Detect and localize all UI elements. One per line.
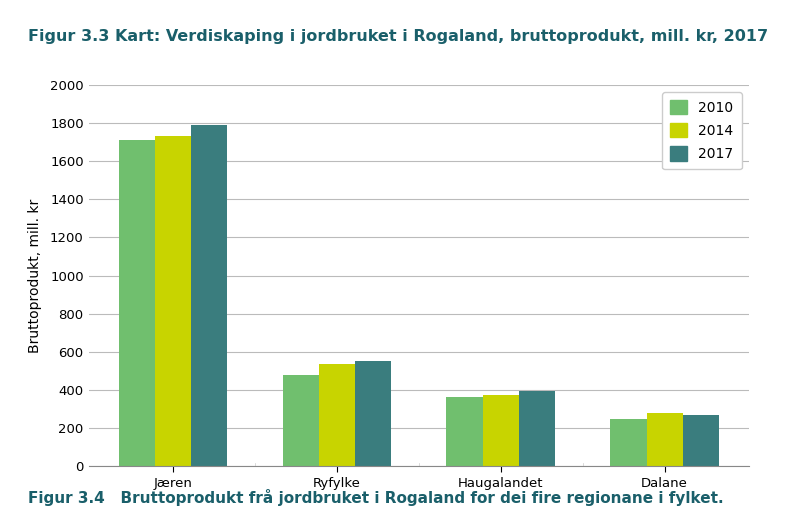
Bar <box>646 413 683 466</box>
Y-axis label: Bruttoprodukt, mill. kr: Bruttoprodukt, mill. kr <box>27 198 42 353</box>
Bar <box>319 364 355 466</box>
Bar <box>191 125 227 466</box>
Bar <box>118 140 155 466</box>
Bar <box>610 419 646 466</box>
Bar <box>518 391 555 466</box>
Bar <box>683 416 719 466</box>
Bar <box>482 395 518 466</box>
Text: Figur 3.4   Bruttoprodukt frå jordbruket i Rogaland for dei fire regionane i fyl: Figur 3.4 Bruttoprodukt frå jordbruket i… <box>28 489 724 506</box>
Text: Figur 3.3 Kart: Verdiskaping i jordbruket i Rogaland, bruttoprodukt, mill. kr, 2: Figur 3.3 Kart: Verdiskaping i jordbruke… <box>28 29 768 44</box>
Bar <box>447 397 482 466</box>
Bar <box>355 361 390 466</box>
Bar <box>283 375 319 466</box>
Legend: 2010, 2014, 2017: 2010, 2014, 2017 <box>663 92 741 170</box>
Bar <box>155 136 191 466</box>
